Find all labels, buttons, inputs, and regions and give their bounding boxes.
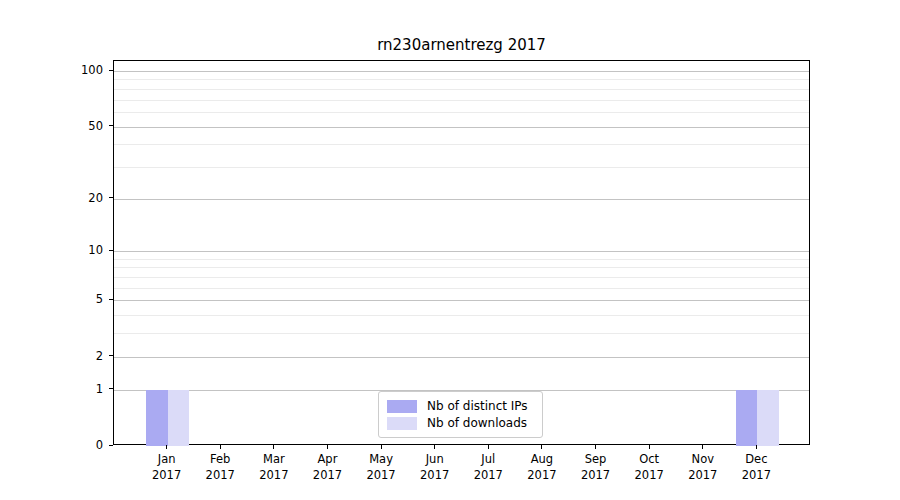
y-tick-label: 50 (57, 119, 103, 133)
y-tick-mark (109, 197, 113, 198)
x-tick-mark (702, 445, 703, 449)
x-tick-mark (595, 445, 596, 449)
y-tick-mark (109, 250, 113, 251)
x-tick-year: 2017 (724, 467, 788, 483)
x-tick-mark (273, 445, 274, 449)
x-tick-mark (381, 445, 382, 449)
major-gridline (114, 251, 809, 252)
y-tick-mark (109, 70, 113, 71)
minor-gridline (114, 89, 809, 90)
y-tick-label: 0 (57, 438, 103, 452)
y-tick-label: 1 (57, 382, 103, 396)
major-gridline (114, 71, 809, 72)
legend-swatch (387, 400, 417, 413)
x-tick-month: Dec (724, 451, 788, 467)
y-tick-label: 100 (57, 63, 103, 77)
legend-item: Nb of distinct IPs (387, 398, 534, 414)
y-tick-label: 10 (57, 243, 103, 257)
y-tick-mark (109, 445, 113, 446)
major-gridline (114, 127, 809, 128)
y-tick-mark (109, 299, 113, 300)
chart-figure: rn230arnentrezg 2017 0125102050100Jan201… (0, 0, 900, 500)
legend-item: Nb of downloads (387, 415, 534, 431)
major-gridline (114, 300, 809, 301)
legend-label: Nb of distinct IPs (427, 399, 528, 413)
y-tick-label: 5 (57, 292, 103, 306)
x-tick-mark (541, 445, 542, 449)
minor-gridline (114, 267, 809, 268)
y-tick-mark (109, 355, 113, 356)
legend-label: Nb of downloads (427, 416, 527, 430)
x-tick-mark (166, 445, 167, 449)
bar-distinct-ips (736, 390, 758, 446)
bar-distinct-ips (146, 390, 168, 446)
y-tick-mark (109, 125, 113, 126)
minor-gridline (114, 259, 809, 260)
x-tick-mark (434, 445, 435, 449)
minor-gridline (114, 100, 809, 101)
x-tick-mark (756, 445, 757, 449)
minor-gridline (114, 315, 809, 316)
minor-gridline (114, 144, 809, 145)
minor-gridline (114, 277, 809, 278)
bar-downloads (168, 390, 190, 446)
minor-gridline (114, 79, 809, 80)
x-tick-mark (488, 445, 489, 449)
major-gridline (114, 199, 809, 200)
x-tick-mark (220, 445, 221, 449)
y-tick-label: 20 (57, 191, 103, 205)
y-tick-mark (109, 388, 113, 389)
legend: Nb of distinct IPs Nb of downloads (378, 391, 543, 438)
legend-swatch (387, 417, 417, 430)
minor-gridline (114, 333, 809, 334)
plot-area (113, 60, 810, 445)
y-tick-label: 2 (57, 349, 103, 363)
minor-gridline (114, 167, 809, 168)
minor-gridline (114, 288, 809, 289)
bar-downloads (757, 390, 779, 446)
x-tick-mark (649, 445, 650, 449)
x-tick-mark (327, 445, 328, 449)
minor-gridline (114, 112, 809, 113)
x-tick-label: Dec2017 (724, 451, 788, 483)
major-gridline (114, 357, 809, 358)
chart-title: rn230arnentrezg 2017 (113, 36, 810, 54)
